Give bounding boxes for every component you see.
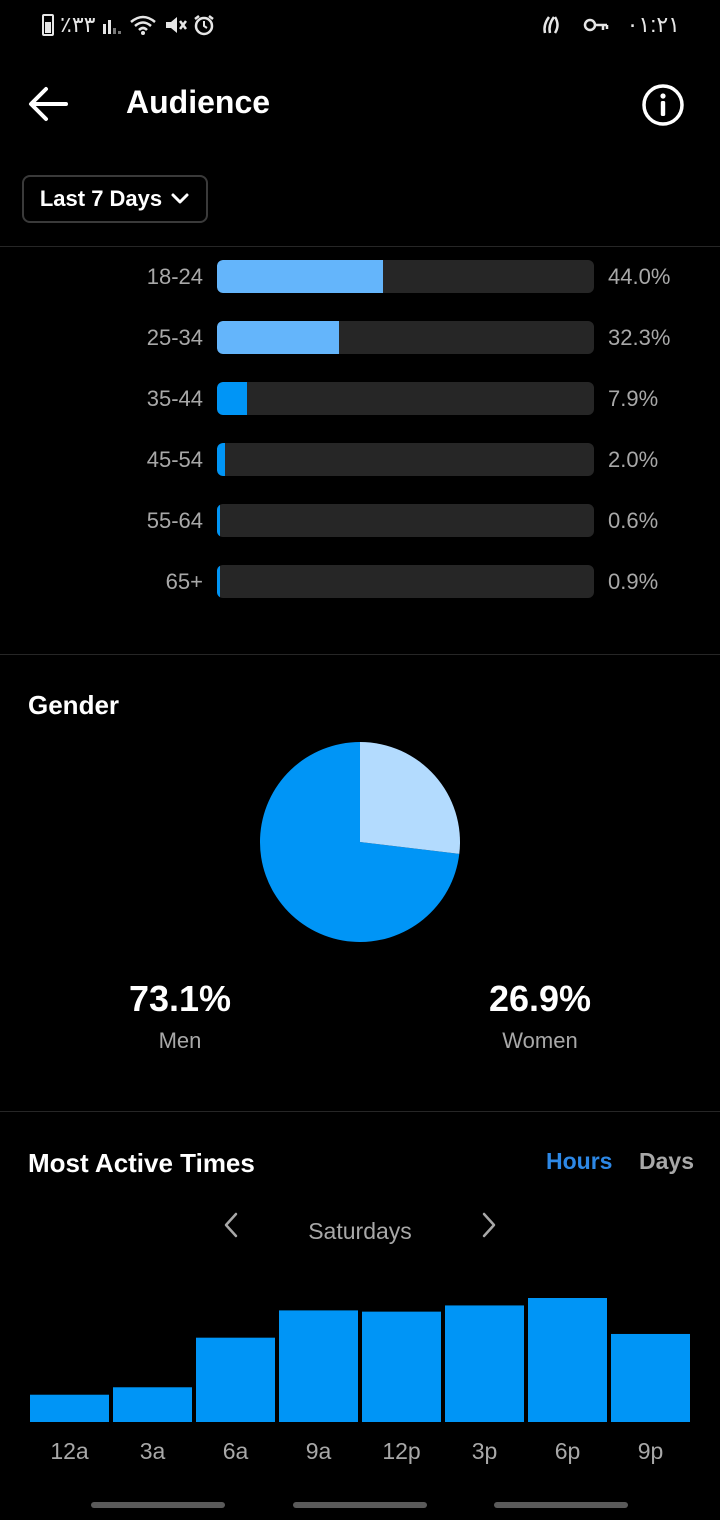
women-label: Women (502, 1028, 578, 1053)
status-right: ٠١:٢١ (541, 12, 680, 38)
age-row: 65+ 0.9% (0, 565, 720, 599)
x-tick-label: 3a (140, 1438, 166, 1464)
x-tick-label: 3p (472, 1438, 498, 1464)
x-tick-label: 6p (555, 1438, 581, 1464)
tab-days[interactable]: Days (639, 1148, 694, 1174)
age-row: 25-34 32.3% (0, 321, 720, 355)
gender-pie-chart (260, 742, 460, 942)
age-percentage: 44.0% (608, 264, 671, 289)
selected-day-label: Saturdays (308, 1218, 412, 1244)
back-button[interactable] (26, 84, 72, 124)
x-tick-label: 12p (382, 1438, 420, 1464)
battery-icon (42, 14, 54, 36)
divider (0, 654, 720, 655)
active-times-bar (113, 1387, 192, 1422)
chevron-right-icon (482, 1212, 496, 1238)
alarm-icon (194, 15, 215, 36)
active-times-bar (30, 1394, 109, 1422)
active-times-bar (279, 1310, 358, 1422)
age-bar-fill (217, 321, 339, 354)
age-range-label: 25-34 (146, 325, 203, 350)
age-row: 45-54 2.0% (0, 443, 720, 477)
men-percentage: 73.1% (128, 978, 232, 1019)
page-title: Audience (126, 84, 271, 120)
clock: ٠١:٢١ (626, 12, 680, 37)
nfc-icon (542, 16, 559, 34)
active-times-bar (611, 1333, 690, 1422)
previous-day-button[interactable] (222, 1210, 240, 1248)
chevron-down-icon (171, 193, 189, 204)
age-row: 35-44 7.9% (0, 382, 720, 416)
active-times-bar (445, 1305, 524, 1422)
age-bar-fill (217, 443, 225, 476)
women-percentage: 26.9% (488, 978, 592, 1019)
active-times-bar (362, 1311, 441, 1422)
age-bar-track (217, 382, 594, 415)
men-label: Men (158, 1028, 202, 1053)
age-percentage: 0.9% (608, 569, 659, 594)
pie-slice-women (360, 742, 460, 854)
app-header: Audience (0, 54, 720, 154)
chevron-left-icon (224, 1212, 238, 1238)
x-tick-label: 6a (223, 1438, 249, 1464)
x-tick-label: 9a (306, 1438, 332, 1464)
age-range-label: 35-44 (146, 386, 203, 411)
info-button[interactable] (640, 82, 686, 128)
age-range-label: 65+ (165, 569, 203, 594)
status-bar: ٪٣٣ (0, 0, 720, 54)
info-icon (642, 84, 684, 126)
mute-icon (166, 17, 188, 33)
battery-level: ٪٣٣ (60, 12, 96, 37)
signal-icon (103, 20, 122, 34)
nav-bar-center[interactable] (293, 1502, 427, 1508)
age-bar-track (217, 565, 594, 598)
age-range-label: 18-24 (146, 264, 203, 289)
age-range-label: 55-64 (146, 508, 203, 533)
date-range-dropdown[interactable]: Last 7 Days (22, 175, 208, 223)
divider (0, 246, 720, 247)
x-tick-label: 12a (50, 1438, 89, 1464)
age-bar-track (217, 260, 594, 293)
gender-stat-women: 26.9% Women (420, 978, 660, 1054)
nav-bar-right[interactable] (494, 1502, 628, 1508)
next-day-button[interactable] (480, 1210, 498, 1248)
active-times-bar (196, 1337, 275, 1422)
x-tick-label: 9p (638, 1438, 664, 1464)
age-percentage: 32.3% (608, 325, 671, 350)
nav-bar-left[interactable] (91, 1502, 225, 1508)
age-row: 18-24 44.0% (0, 260, 720, 294)
date-range-label: Last 7 Days (39, 186, 163, 211)
wifi-icon (130, 15, 157, 35)
age-bar-fill (217, 260, 383, 293)
pie-slice-men (260, 742, 460, 942)
age-range-label: 45-54 (146, 447, 203, 472)
vpn-key-icon (583, 18, 608, 32)
age-row: 55-64 0.6% (0, 504, 720, 538)
age-bar-fill (217, 382, 247, 415)
status-left: ٪٣٣ (42, 12, 215, 38)
age-bar-track (217, 504, 594, 537)
age-bar-track (217, 443, 594, 476)
age-percentage: 2.0% (608, 447, 659, 472)
age-bar-fill (217, 565, 221, 598)
active-times-title: Most Active Times (28, 1148, 255, 1178)
age-bar-fill (217, 504, 221, 537)
age-percentage: 0.6% (608, 508, 659, 533)
divider (0, 1111, 720, 1112)
active-times-chart: 12a 3a 6a 9a 12p 3p 6p 9p (30, 1298, 690, 1464)
age-percentage: 7.9% (608, 386, 659, 411)
active-times-bar (528, 1298, 607, 1422)
tab-hours[interactable]: Hours (546, 1148, 613, 1174)
gender-stat-men: 73.1% Men (60, 978, 300, 1054)
back-arrow-icon (29, 87, 68, 121)
gender-title: Gender (28, 690, 120, 720)
age-bar-track (217, 321, 594, 354)
